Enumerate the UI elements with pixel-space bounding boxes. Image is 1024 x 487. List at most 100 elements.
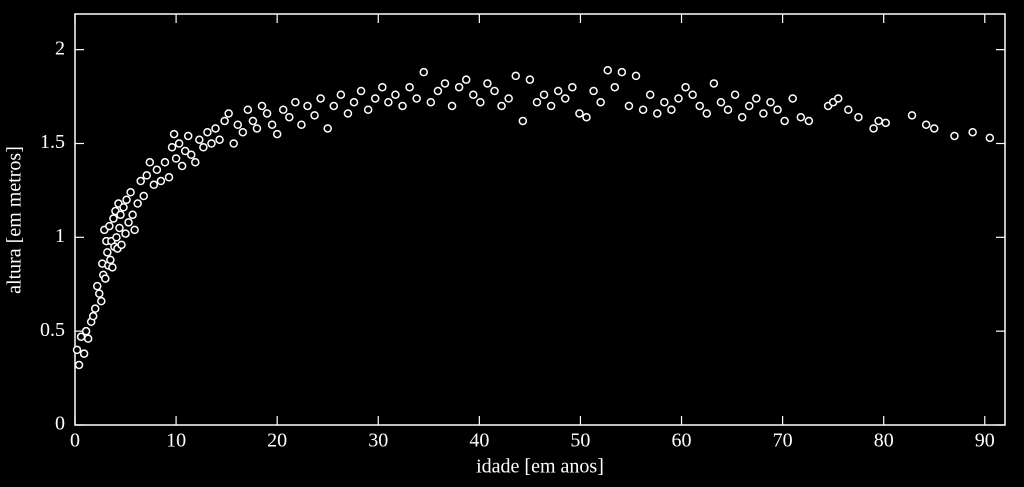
point — [139, 191, 148, 201]
point — [109, 214, 118, 223]
point — [575, 109, 584, 118]
point — [95, 289, 104, 298]
point — [199, 142, 208, 152]
point — [985, 133, 995, 143]
point — [92, 281, 102, 291]
point — [461, 75, 471, 84]
point — [759, 109, 768, 118]
point — [412, 94, 421, 103]
point — [405, 82, 414, 92]
point — [278, 105, 288, 114]
point — [582, 112, 591, 122]
point — [220, 116, 229, 126]
point — [419, 67, 428, 77]
x-tick-label: 20 — [267, 430, 287, 452]
point — [174, 139, 184, 148]
point — [752, 94, 761, 103]
point — [152, 165, 162, 175]
point — [631, 71, 641, 81]
x-tick-label: 60 — [672, 430, 692, 452]
point — [469, 90, 478, 99]
point — [589, 86, 598, 96]
point — [881, 118, 890, 128]
point — [116, 210, 125, 220]
point — [546, 101, 556, 111]
point — [833, 94, 843, 103]
point — [921, 120, 931, 129]
x-tick-label: 70 — [773, 430, 793, 452]
point — [177, 161, 187, 171]
point — [349, 97, 359, 107]
point — [907, 111, 917, 120]
point — [229, 139, 238, 148]
point — [195, 135, 204, 144]
point — [257, 101, 267, 111]
point — [968, 127, 977, 137]
point — [128, 210, 137, 220]
point — [780, 116, 789, 126]
point — [238, 127, 248, 137]
point — [106, 255, 115, 265]
point — [950, 131, 959, 141]
point — [272, 129, 282, 139]
x-tick-label: 0 — [70, 430, 80, 452]
x-tick-label: 40 — [469, 430, 489, 452]
point — [142, 171, 152, 180]
point — [525, 75, 535, 84]
point — [568, 82, 577, 92]
point — [497, 101, 506, 111]
point — [323, 124, 332, 133]
point — [723, 105, 733, 114]
point — [215, 135, 224, 144]
point — [136, 176, 145, 186]
point — [167, 142, 177, 152]
point — [490, 86, 499, 96]
point — [105, 221, 114, 231]
point — [433, 86, 443, 96]
point — [310, 111, 319, 120]
point — [103, 248, 112, 257]
point — [596, 97, 605, 107]
y-tick-label: 0.5 — [40, 319, 65, 341]
point — [108, 263, 117, 272]
point — [356, 86, 366, 96]
point — [316, 94, 325, 103]
point — [929, 124, 939, 133]
point — [737, 112, 747, 122]
point — [145, 158, 155, 167]
point — [343, 109, 353, 118]
point — [483, 79, 492, 88]
point — [709, 79, 719, 88]
point — [532, 97, 542, 107]
point — [398, 101, 407, 111]
point — [121, 229, 130, 238]
point — [203, 127, 212, 137]
plot-frame — [74, 13, 1006, 426]
point — [874, 116, 883, 126]
point — [854, 112, 863, 122]
point — [112, 233, 121, 242]
point — [476, 97, 485, 107]
x-tick-label: 10 — [166, 430, 186, 452]
point — [156, 176, 166, 186]
point — [207, 139, 216, 148]
point — [126, 188, 135, 197]
point — [504, 94, 513, 103]
point — [674, 94, 683, 103]
point — [624, 101, 634, 111]
point — [518, 116, 528, 126]
point — [766, 97, 775, 107]
point — [262, 109, 272, 118]
point — [370, 94, 380, 103]
point — [164, 173, 174, 182]
point — [730, 90, 740, 99]
point — [81, 326, 91, 336]
point — [667, 105, 676, 114]
point — [745, 101, 754, 111]
point — [869, 124, 878, 133]
point — [384, 97, 393, 107]
point — [788, 94, 797, 103]
point — [539, 90, 549, 99]
y-axis-label: altura [em metros] — [4, 146, 26, 294]
